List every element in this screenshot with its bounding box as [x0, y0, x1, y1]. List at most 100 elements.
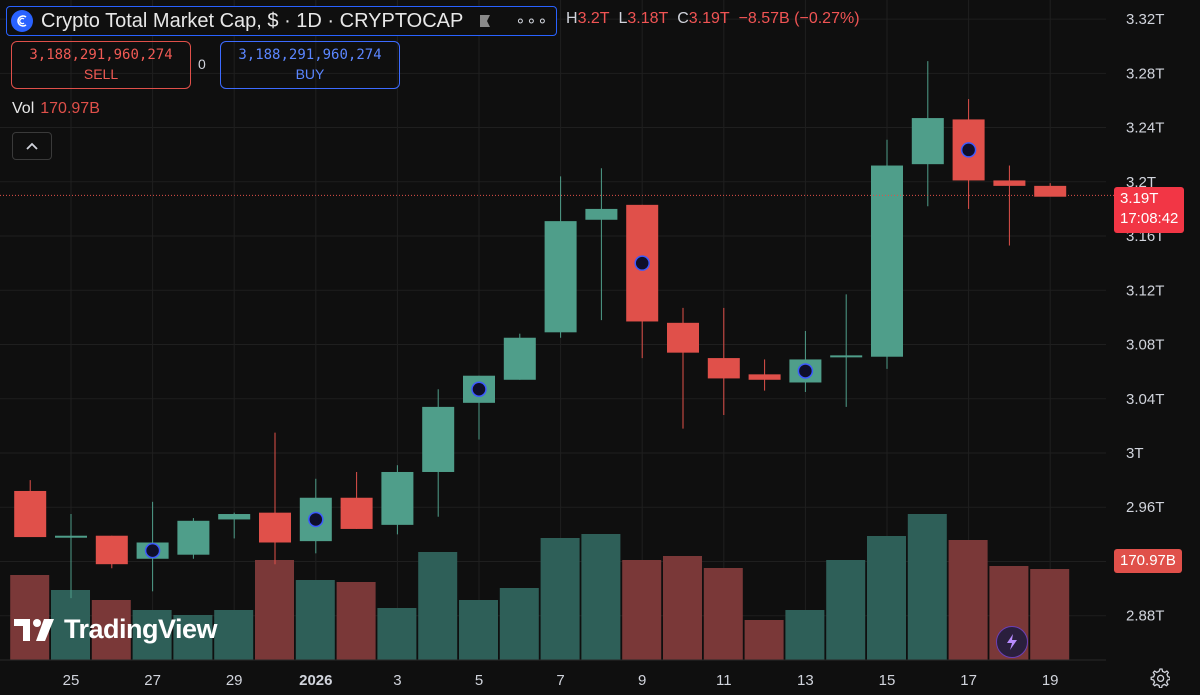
time-tick-label: 7: [556, 672, 564, 689]
candle-body: [830, 355, 863, 358]
event-marker-dot: [476, 386, 482, 393]
time-tick-label: 9: [638, 672, 646, 689]
sell-button[interactable]: 3,188,291,960,274 SELL: [11, 41, 191, 89]
flag-icon[interactable]: [477, 13, 493, 29]
candle-body: [14, 490, 47, 538]
price-tick-label: 2.88T: [1126, 608, 1164, 625]
volume-bar: [214, 610, 254, 660]
candle-body: [1034, 185, 1067, 197]
gear-icon[interactable]: [1150, 668, 1170, 688]
volume-bar: [907, 514, 947, 660]
close-label: C: [677, 10, 689, 27]
event-marker-dot: [639, 260, 646, 267]
symbol-title[interactable]: Crypto Total Market Cap, $ · 1D · CRYPTO…: [41, 9, 464, 32]
price-tick-label: 3.08T: [1126, 337, 1164, 354]
price-tick-label: 3.24T: [1126, 120, 1164, 137]
event-marker-dot: [149, 547, 156, 554]
candle-body: [422, 406, 455, 472]
volume-bar: [91, 600, 131, 660]
volume-bar: [948, 540, 988, 660]
candle-body: [707, 358, 740, 379]
candle-body: [911, 118, 944, 165]
volume-bar: [173, 615, 213, 660]
volume-bar: [581, 534, 621, 660]
candlesticks[interactable]: [14, 61, 1067, 599]
high-label: H: [566, 10, 578, 27]
volume-bar: [336, 582, 376, 660]
time-tick-label: 25: [63, 672, 80, 689]
volume-bar: [744, 620, 784, 660]
candle-body: [503, 337, 536, 380]
time-tick-label: 13: [797, 672, 814, 689]
candle-body: [585, 208, 618, 220]
event-marker-dot: [802, 367, 809, 374]
event-markers: [144, 142, 977, 559]
candle-body: [259, 512, 291, 543]
crypto-logo-icon: [11, 10, 33, 32]
sell-price: 3,188,291,960,274: [29, 47, 173, 63]
price-tick-label: 2.96T: [1126, 499, 1164, 516]
symbol-legend[interactable]: Crypto Total Market Cap, $ · 1D · CRYPTO…: [6, 6, 558, 36]
spread-value: 0: [198, 56, 206, 72]
last-price-value: 3.19T: [1120, 190, 1159, 207]
time-tick-label: 3: [393, 672, 401, 689]
time-tick-label: 19: [1042, 672, 1059, 689]
time-tick-label: 27: [144, 672, 161, 689]
price-tick-label: 3.12T: [1126, 282, 1164, 299]
volume-bars: [10, 514, 1070, 660]
close-value: 3.19T: [688, 10, 730, 27]
candle-body: [871, 165, 903, 357]
volume-bar: [377, 608, 417, 660]
candle-body: [55, 535, 87, 538]
volume-bar: [418, 552, 458, 660]
chevron-up-icon: [26, 142, 38, 150]
buy-button[interactable]: 3,188,291,960,274 BUY: [220, 41, 400, 89]
volume-label: Vol: [12, 100, 35, 117]
event-marker-dot: [965, 146, 972, 153]
more-options-icon[interactable]: ∘∘∘: [515, 13, 549, 30]
volume-legend: Vol 170.97B: [12, 100, 100, 118]
candle-body: [544, 221, 577, 333]
time-tick-label: 11: [716, 672, 732, 689]
time-axis[interactable]: 25 27 29 2026 3 5 7 9 11 13 15 17 19: [0, 659, 1106, 689]
candle-body: [95, 535, 128, 565]
lightning-icon[interactable]: [996, 626, 1028, 658]
volume-bar: [663, 556, 702, 660]
price-tick-label: 3.04T: [1126, 391, 1164, 408]
volume-bar: [785, 610, 825, 660]
candle-body: [993, 180, 1026, 186]
candle-body: [748, 374, 781, 380]
price-tick-label: 3.32T: [1126, 11, 1164, 28]
price-tick-label: 3.2T: [1126, 174, 1156, 191]
price-tick-label: 3.28T: [1126, 65, 1164, 82]
volume-bar: [622, 560, 662, 660]
volume-bar: [255, 560, 294, 660]
sell-label: SELL: [83, 66, 119, 82]
volume-bar: [867, 536, 906, 660]
volume-bar: [459, 600, 498, 660]
bar-countdown: 17:08:42: [1120, 210, 1179, 227]
candle-body: [667, 322, 699, 353]
volume-bar: [10, 575, 50, 660]
volume-value: 170.97B: [40, 100, 100, 117]
low-value: 3.18T: [627, 10, 669, 27]
volume-bar: [540, 538, 580, 660]
time-tick-label: 5: [475, 672, 483, 689]
candle-body: [177, 520, 210, 555]
tradingview-logo-icon: [14, 618, 54, 641]
ohlc-values: H3.2T L3.18T C3.19T −8.57B (−0.27%): [566, 10, 860, 28]
volume-bar: [826, 560, 866, 660]
volume-bar: [499, 588, 539, 660]
collapse-legend-button[interactable]: [12, 132, 52, 160]
time-tick-label: 29: [226, 672, 243, 689]
buy-price: 3,188,291,960,274: [238, 47, 382, 63]
volume-bar: [51, 590, 90, 660]
price-axis[interactable]: 3.32T3.28T3.24T3.2T3.16T3.12T3.08T3.04T3…: [1126, 11, 1164, 625]
price-tick-label: 3T: [1126, 445, 1144, 462]
buy-label: BUY: [295, 66, 325, 82]
tradingview-watermark: TradingView: [14, 614, 218, 645]
candle-body: [381, 471, 414, 525]
high-value: 3.2T: [577, 10, 610, 27]
volume-bar: [132, 610, 172, 660]
